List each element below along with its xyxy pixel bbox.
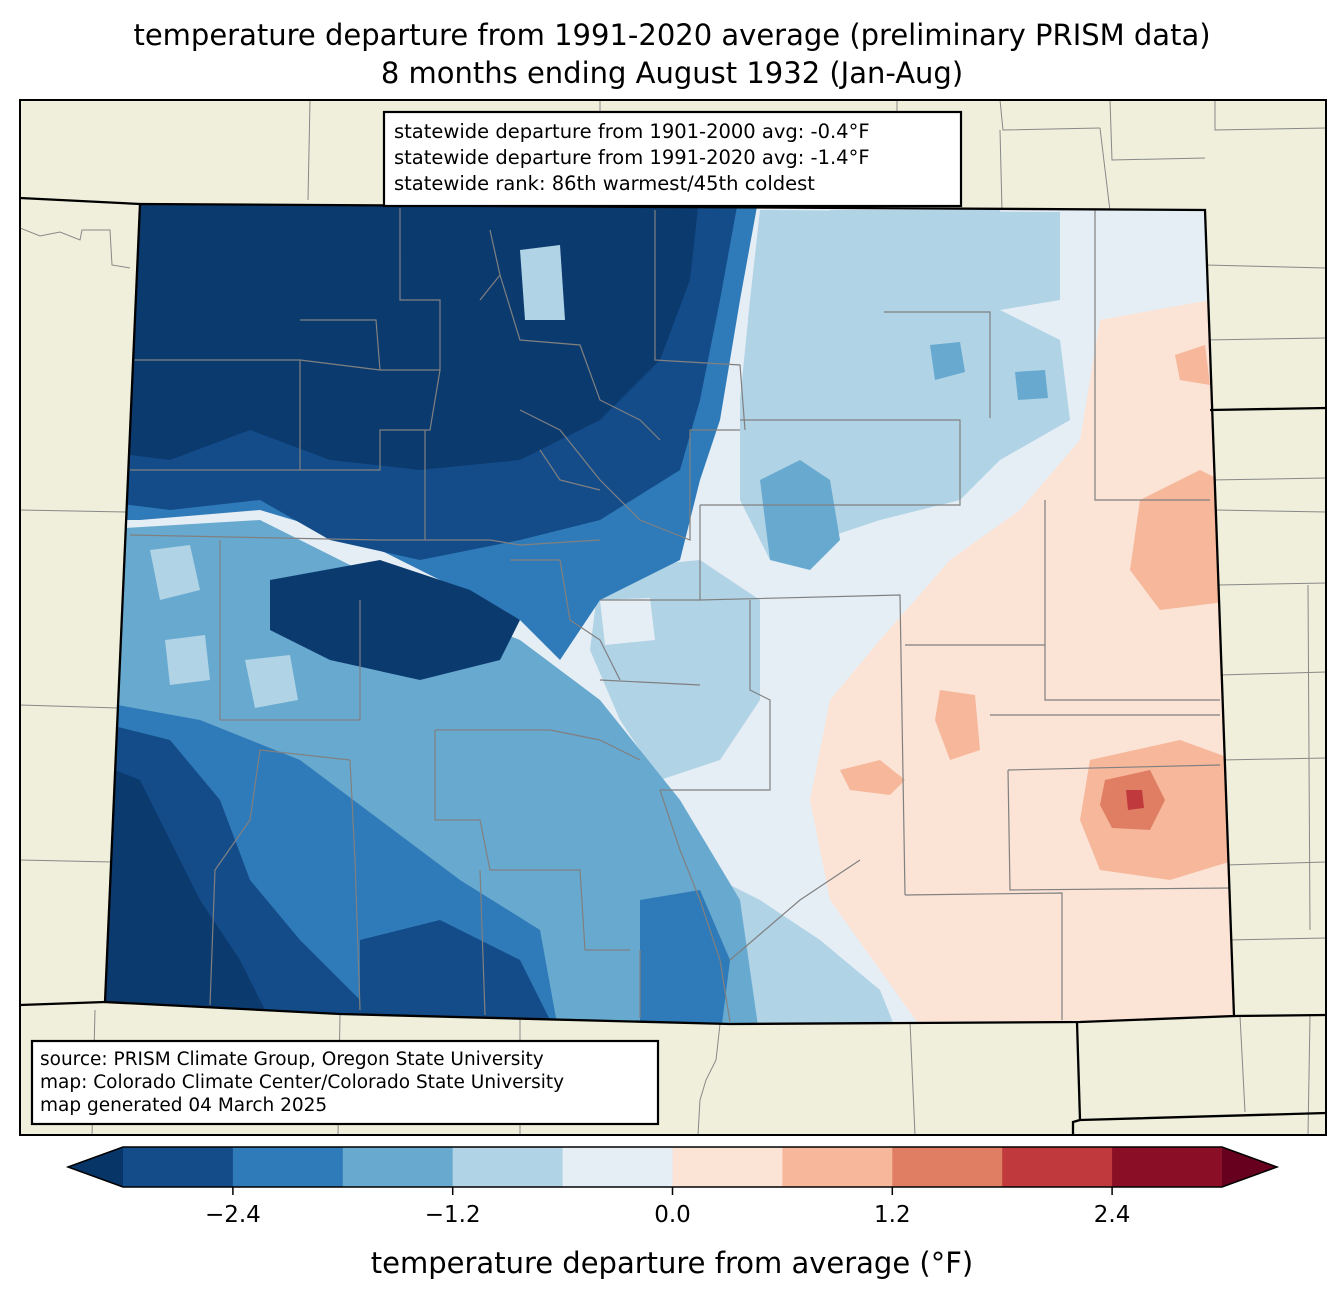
title-line-1: temperature departure from 1991-2020 ave… bbox=[133, 18, 1210, 52]
source-line-1: source: PRISM Climate Group, Oregon Stat… bbox=[40, 1049, 544, 1070]
zone-slight-cool-pocket-3 bbox=[245, 655, 298, 708]
colorbar-tick-label: 1.2 bbox=[874, 1202, 911, 1228]
stats-box: statewide departure from 1901-2000 avg: … bbox=[382, 110, 963, 208]
colorbar-segment bbox=[892, 1147, 1003, 1187]
zone-mild-cool-denver bbox=[760, 460, 840, 570]
colorbar bbox=[65, 1146, 1280, 1188]
colorbar-under-extension bbox=[68, 1147, 123, 1187]
zone-mild-cool-ne-spot-2 bbox=[1015, 370, 1048, 400]
colorbar-segment bbox=[452, 1147, 564, 1187]
colorbar-segment bbox=[232, 1147, 344, 1187]
zone-slight-cool-northeast bbox=[740, 210, 1070, 560]
colorbar-label: temperature departure from average (°F) bbox=[371, 1246, 973, 1280]
colorbar-tick-label: 2.4 bbox=[1094, 1202, 1131, 1228]
zone-slight-cool-north bbox=[820, 210, 1010, 290]
colorbar-outline bbox=[65, 1146, 1280, 1188]
zone-near-zero-pocket bbox=[600, 598, 655, 645]
colorbar-segment bbox=[562, 1147, 673, 1187]
title-line-2: 8 months ending August 1932 (Jan-Aug) bbox=[381, 56, 963, 90]
kansas-border bbox=[1233, 1013, 1326, 1018]
stats-line-2: statewide departure from 1991-2020 avg: … bbox=[394, 146, 870, 169]
colorbar-segment bbox=[342, 1147, 454, 1187]
colorbar-over-extension bbox=[1222, 1147, 1277, 1187]
source-box: source: PRISM Climate Group, Oregon Stat… bbox=[30, 1039, 660, 1126]
stats-line-3: statewide rank: 86th warmest/45th coldes… bbox=[394, 172, 815, 195]
zone-slight-cool-pocket-1 bbox=[150, 545, 200, 600]
zone-slight-cool-pocket-4 bbox=[520, 245, 565, 320]
zone-very-cold-southwest bbox=[105, 760, 280, 1024]
zone-warm-central bbox=[840, 760, 905, 795]
state-boundaries bbox=[20, 196, 1326, 1135]
zone-cold-south bbox=[360, 920, 560, 1024]
source-line-3: map generated 04 March 2025 bbox=[40, 1095, 327, 1116]
colorbar-ticks: −2.4 −1.2 0.0 1.2 2.4 bbox=[205, 1187, 1130, 1228]
colorbar-segment bbox=[1112, 1147, 1223, 1187]
map-panel: statewide departure from 1901-2000 avg: … bbox=[20, 100, 1326, 1135]
colorbar-segment bbox=[672, 1147, 783, 1187]
temperature-field bbox=[105, 204, 1234, 1024]
source-line-2: map: Colorado Climate Center/Colorado St… bbox=[40, 1072, 564, 1093]
zone-warm-east bbox=[1130, 470, 1234, 610]
zone-warm-southcentral bbox=[935, 690, 980, 760]
colorbar-tick-label: −2.4 bbox=[205, 1202, 261, 1228]
zone-cool-south bbox=[640, 890, 730, 1024]
colorado-outline bbox=[103, 202, 1236, 1026]
newmexico-border bbox=[20, 1000, 106, 1007]
wyoming-border bbox=[20, 196, 141, 206]
zone-mild-cool-ne-spot bbox=[930, 342, 965, 380]
zone-slight-cool-pocket-2 bbox=[165, 635, 210, 685]
map-frame bbox=[19, 99, 1327, 1136]
zone-very-cold-central bbox=[270, 560, 520, 680]
colorbar-tick-label: 0.0 bbox=[654, 1202, 691, 1228]
oklahoma-border bbox=[1071, 1021, 1326, 1135]
colorbar-segment bbox=[1002, 1147, 1113, 1187]
colorbar-segment bbox=[782, 1147, 893, 1187]
zone-warm-east-upper bbox=[1175, 345, 1210, 385]
zone-hot-southeast bbox=[1126, 790, 1144, 810]
colorbar-segment bbox=[123, 1147, 234, 1187]
nebraska-border bbox=[1209, 406, 1326, 412]
stats-line-1: statewide departure from 1901-2000 avg: … bbox=[394, 120, 870, 143]
county-lines bbox=[129, 208, 1231, 1023]
colorbar-tick-label: −1.2 bbox=[425, 1202, 481, 1228]
